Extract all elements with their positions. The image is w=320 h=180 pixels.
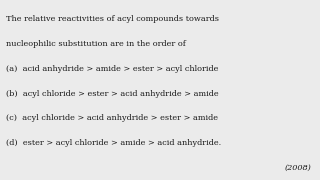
Text: (c)  acyl chloride > acid anhydride > ester > amide: (c) acyl chloride > acid anhydride > est…: [6, 114, 218, 122]
Text: (2008): (2008): [284, 164, 311, 172]
Text: (a)  acid anhydride > amide > ester > acyl chloride: (a) acid anhydride > amide > ester > acy…: [6, 65, 218, 73]
Text: The relative reactivities of acyl compounds towards: The relative reactivities of acyl compou…: [6, 15, 219, 23]
Text: (d)  ester > acyl chloride > amide > acid anhydride.: (d) ester > acyl chloride > amide > acid…: [6, 139, 221, 147]
Text: (b)  acyl chloride > ester > acid anhydride > amide: (b) acyl chloride > ester > acid anhydri…: [6, 90, 218, 98]
Text: nucleophilic substitution are in the order of: nucleophilic substitution are in the ord…: [6, 40, 186, 48]
